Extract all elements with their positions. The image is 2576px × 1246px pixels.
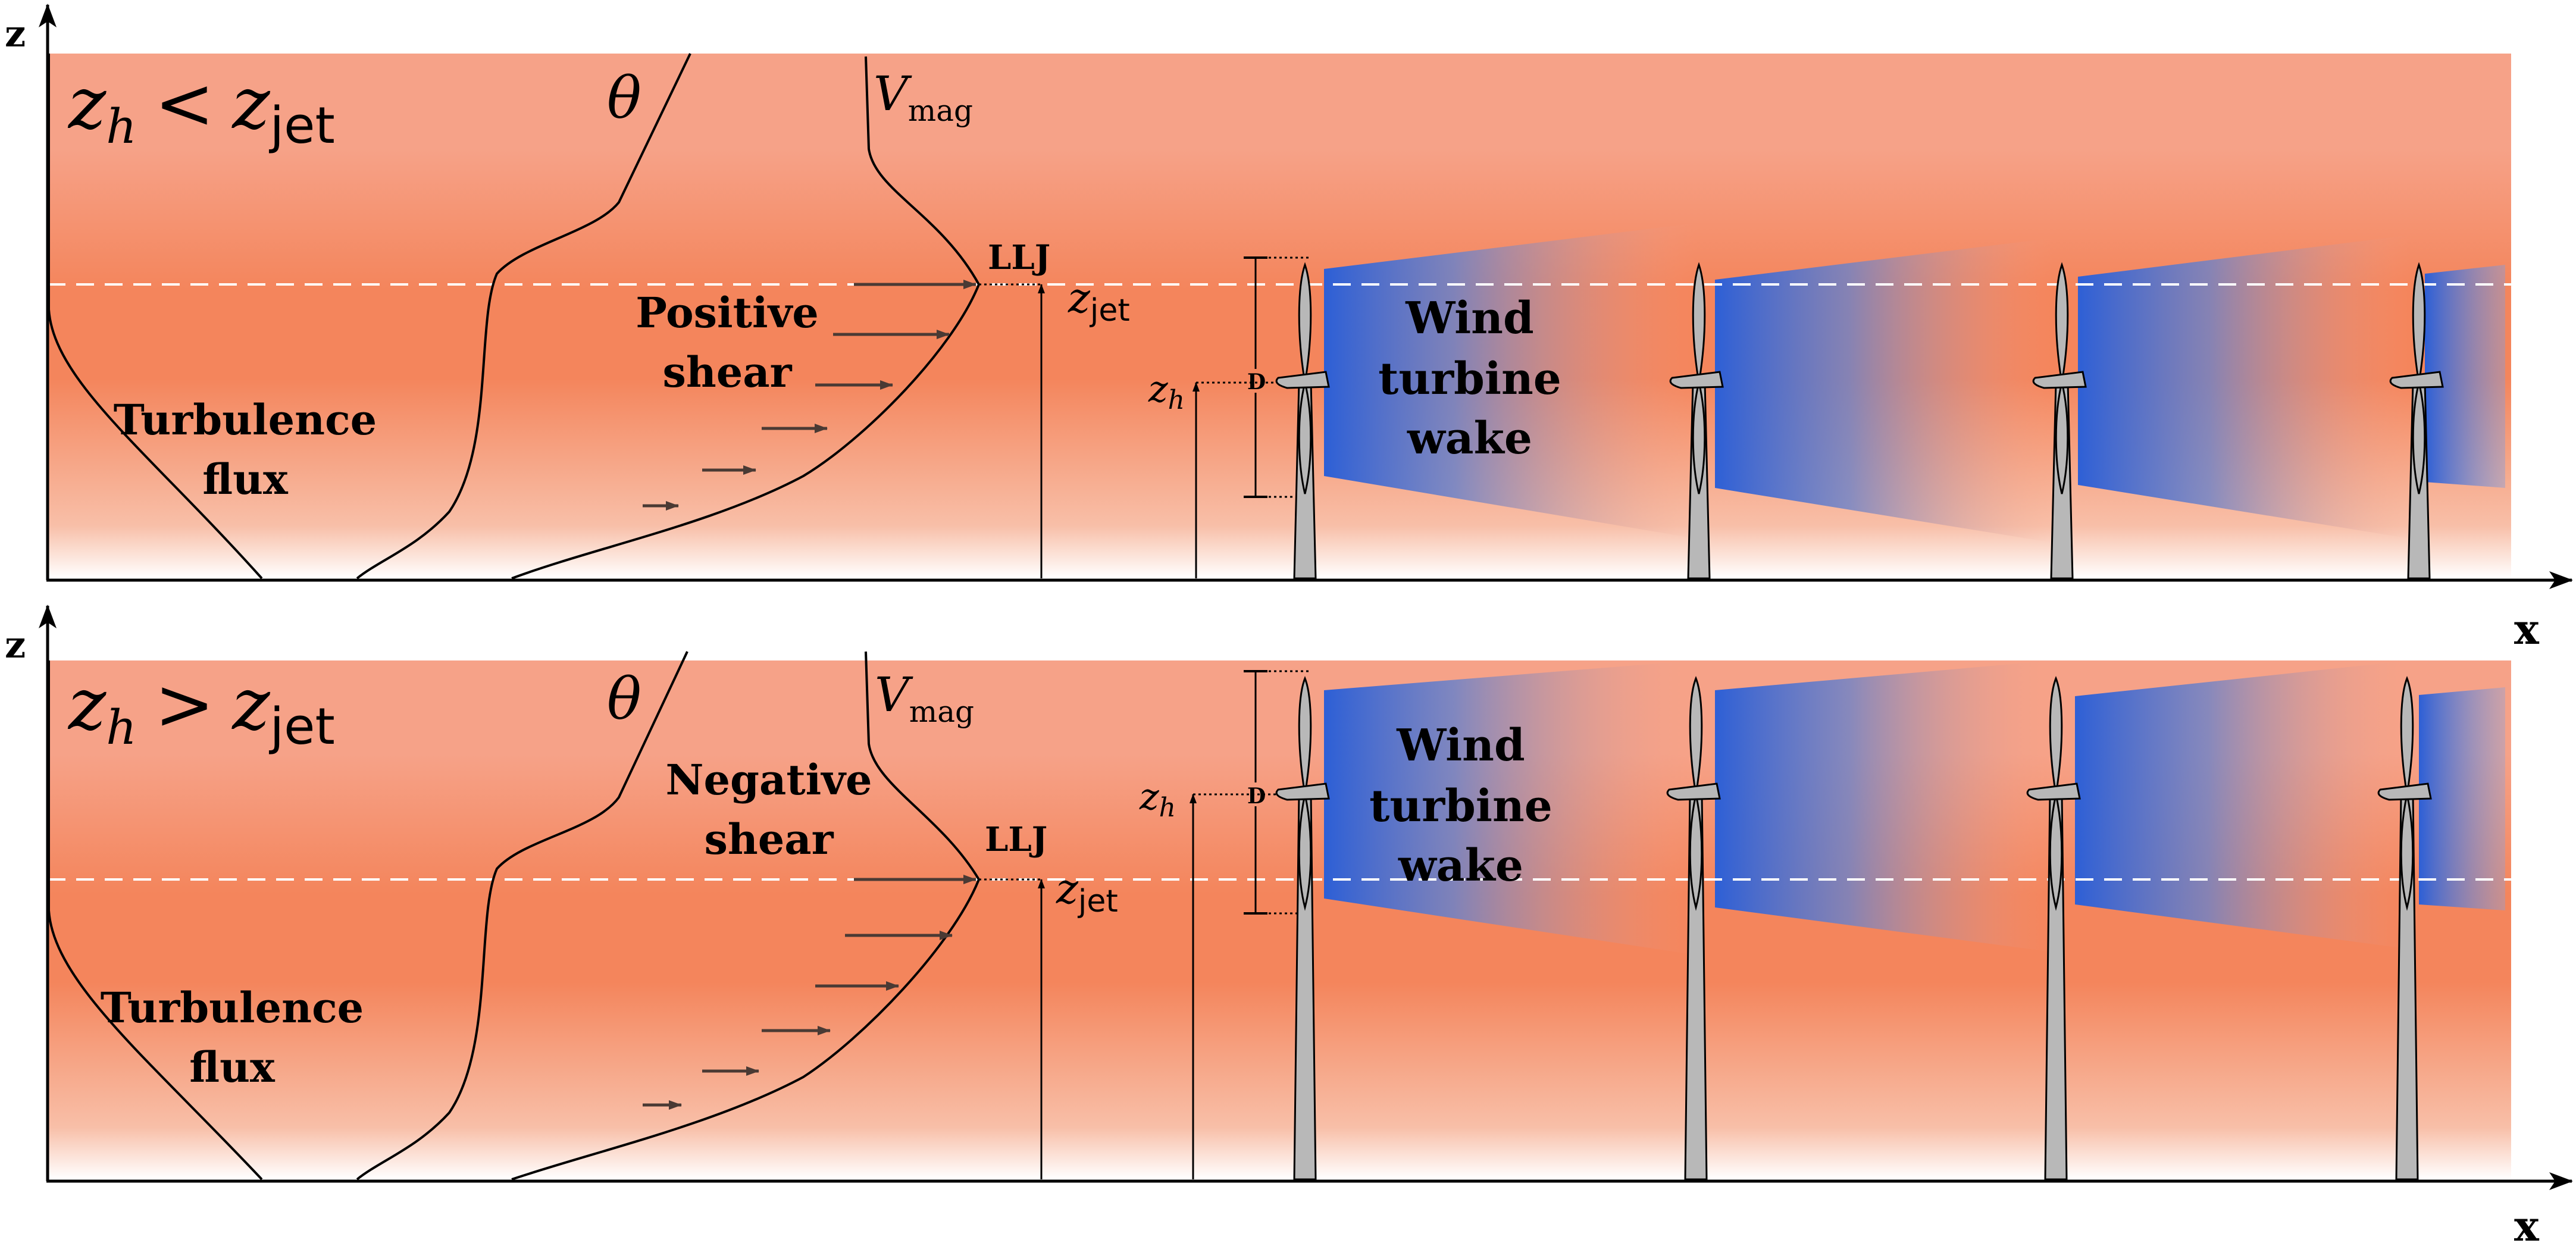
wind-turbine bbox=[2026, 675, 2081, 1181]
z-axis-label: z bbox=[5, 12, 26, 55]
condition-label: zh > zjet bbox=[67, 663, 335, 756]
theta-label: θ bbox=[607, 65, 641, 132]
vmag-label: Vmag bbox=[875, 667, 974, 729]
z-axis-label: z bbox=[5, 623, 26, 666]
turbines bbox=[1275, 675, 2432, 1181]
wake-3 bbox=[2075, 660, 2410, 949]
wake-1 bbox=[1324, 660, 1696, 955]
wind-turbine bbox=[1666, 675, 1721, 1181]
flux-label-line1: Turbulence bbox=[114, 395, 377, 444]
x-axis-label: x bbox=[2514, 1201, 2540, 1246]
condition-label: zh < zjet bbox=[67, 62, 335, 155]
rotor-diameter-label: D bbox=[1247, 370, 1266, 395]
panel-top: z x zh < zjet θ Vmag LLJ zjet zh D Positiv… bbox=[5, 4, 2573, 654]
vmag-label: Vmag bbox=[874, 66, 973, 128]
shear-label-line2: shear bbox=[662, 347, 792, 397]
wind-turbine bbox=[1275, 675, 1330, 1181]
shear-arrows bbox=[643, 875, 976, 1110]
wakes bbox=[1324, 223, 2505, 543]
wake-label-line3: wake bbox=[1407, 413, 1532, 464]
rotor-diameter-dimension bbox=[1244, 256, 1309, 498]
flux-label-line1: Turbulence bbox=[101, 983, 364, 1032]
wake-label-line2: turbine bbox=[1378, 353, 1561, 405]
turbines bbox=[1275, 262, 2444, 580]
flux-label-line2: flux bbox=[189, 1042, 276, 1092]
wind-turbine bbox=[1275, 262, 1330, 580]
wake-label-line3: wake bbox=[1398, 840, 1523, 891]
wake-2 bbox=[1715, 660, 2053, 952]
turbulence-flux-profile bbox=[48, 660, 263, 1181]
zjet-label: zjet bbox=[1068, 274, 1130, 328]
shear-label-line1: Positive bbox=[636, 288, 819, 337]
shear-label-line2: shear bbox=[704, 815, 834, 864]
wake-4 bbox=[2419, 687, 2505, 910]
wake-label-line2: turbine bbox=[1369, 781, 1553, 832]
zh-label: zh bbox=[1148, 367, 1185, 415]
panel-bottom: z x zh > zjet θ Vmag LLJ zjet zh D Negativ… bbox=[5, 605, 2573, 1246]
theta-profile bbox=[356, 651, 688, 1181]
zjet-label: zjet bbox=[1056, 865, 1118, 919]
wind-turbine bbox=[2389, 262, 2444, 580]
wind-turbine bbox=[2032, 262, 2087, 580]
theta-profile bbox=[356, 53, 691, 580]
turbulence-flux-profile bbox=[48, 54, 263, 580]
flux-label-line2: flux bbox=[202, 455, 289, 504]
rotor-diameter-dimension bbox=[1244, 670, 1309, 915]
wake-label-line1: Wind bbox=[1405, 293, 1533, 344]
llj-label: LLJ bbox=[988, 238, 1050, 277]
shear-label-line1: Negative bbox=[666, 755, 872, 804]
llj-label: LLJ bbox=[985, 820, 1047, 859]
wake-1 bbox=[1324, 223, 1696, 539]
wake-2 bbox=[1715, 238, 2053, 543]
x-axis-label: x bbox=[2514, 605, 2540, 654]
shear-arrows bbox=[643, 280, 976, 511]
wind-turbine bbox=[1669, 262, 1724, 580]
wind-turbine bbox=[2377, 675, 2432, 1181]
wake-4 bbox=[2425, 265, 2505, 488]
vmag-profile bbox=[511, 651, 981, 1181]
wake-3 bbox=[2078, 235, 2410, 539]
theta-label: θ bbox=[607, 666, 641, 732]
wake-label-line1: Wind bbox=[1396, 720, 1525, 771]
zh-label: zh bbox=[1139, 775, 1176, 823]
vmag-profile bbox=[511, 56, 981, 580]
rotor-diameter-label: D bbox=[1247, 784, 1266, 809]
